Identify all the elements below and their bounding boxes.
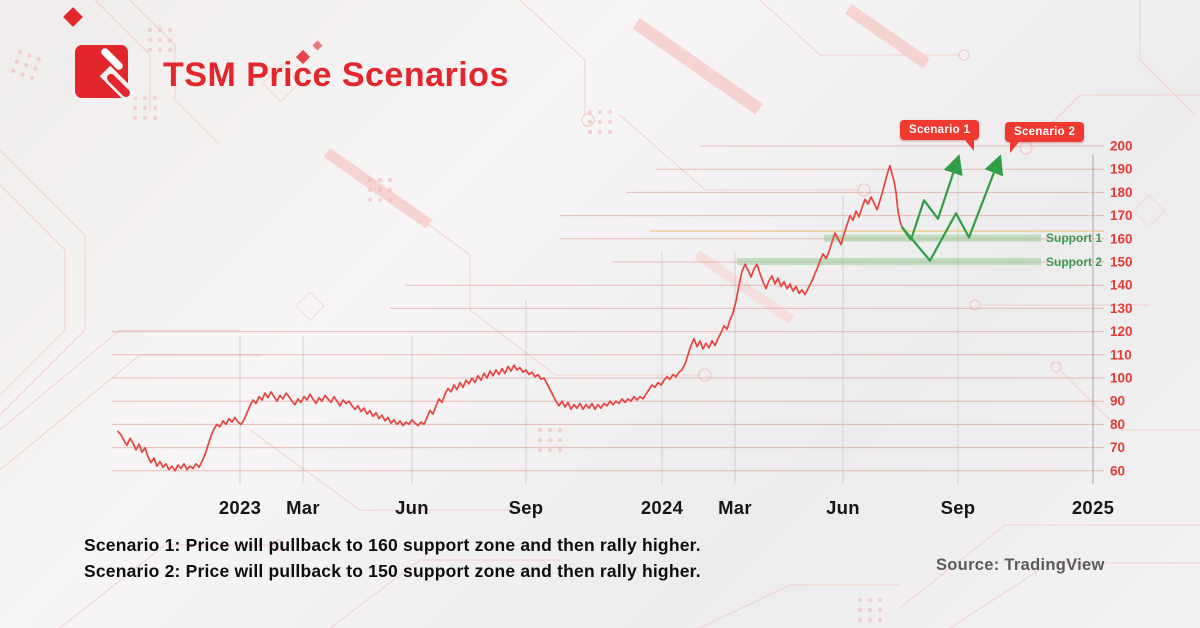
svg-text:2024: 2024	[641, 497, 684, 518]
svg-text:180: 180	[1110, 185, 1133, 200]
support-1-label: Support 1	[1046, 231, 1102, 246]
scenario-2-description: Scenario 2: Price will pullback to 150 s…	[84, 561, 701, 581]
svg-text:170: 170	[1110, 208, 1133, 223]
support-2-label: Support 2	[1046, 254, 1102, 269]
brand-logo-icon	[75, 45, 139, 105]
vertical-gridlines	[239, 155, 1094, 484]
scenario-2-badge: Scenario 2	[1005, 122, 1085, 153]
scenario-1-badge-label: Scenario 1	[909, 124, 971, 136]
x-axis-tick-labels: 2023 Mar Jun Sep 2024 Mar Jun Sep 2025	[219, 497, 1114, 518]
svg-text:100: 100	[1110, 371, 1133, 386]
scenario-2-badge-label: Scenario 2	[1014, 126, 1076, 138]
support-zone-bands	[737, 234, 1041, 266]
svg-text:90: 90	[1110, 394, 1125, 409]
svg-text:Jun: Jun	[395, 497, 429, 518]
svg-text:2025: 2025	[1072, 497, 1114, 518]
scenario-projection-arrows	[901, 154, 1004, 262]
svg-text:190: 190	[1110, 162, 1133, 177]
svg-text:80: 80	[1110, 417, 1125, 432]
svg-text:150: 150	[1110, 255, 1133, 270]
svg-text:Jun: Jun	[826, 497, 860, 518]
svg-text:140: 140	[1110, 278, 1133, 293]
header: TSM Price Scenarios	[75, 45, 509, 105]
badge-pointer-tail	[1010, 142, 1019, 153]
svg-text:160: 160	[1110, 231, 1133, 246]
horizontal-gridlines	[112, 145, 1104, 472]
svg-text:Sep: Sep	[509, 497, 544, 518]
svg-text:110: 110	[1110, 347, 1132, 362]
svg-text:Sep: Sep	[941, 497, 976, 518]
source-credit: Source: TradingView	[936, 556, 1105, 574]
scenario-2-path	[901, 154, 1004, 262]
scenario-1-badge: Scenario 1	[900, 120, 980, 151]
page-title: TSM Price Scenarios	[163, 55, 509, 94]
svg-text:130: 130	[1110, 301, 1133, 316]
badge-pointer-tail	[965, 140, 975, 151]
svg-text:60: 60	[1110, 463, 1125, 478]
y-axis-tick-labels: 200 190 180 170 160 150 140 130 120 110 100 90 80 70 6…	[1110, 139, 1133, 479]
svg-text:70: 70	[1110, 440, 1125, 455]
scenario-1-description: Scenario 1: Price will pullback to 160 s…	[84, 535, 701, 555]
svg-text:2023: 2023	[219, 497, 261, 518]
svg-text:Mar: Mar	[718, 497, 752, 518]
svg-text:120: 120	[1110, 324, 1133, 339]
svg-text:Mar: Mar	[286, 497, 320, 518]
svg-text:200: 200	[1110, 139, 1133, 154]
price-line-series	[117, 164, 903, 472]
